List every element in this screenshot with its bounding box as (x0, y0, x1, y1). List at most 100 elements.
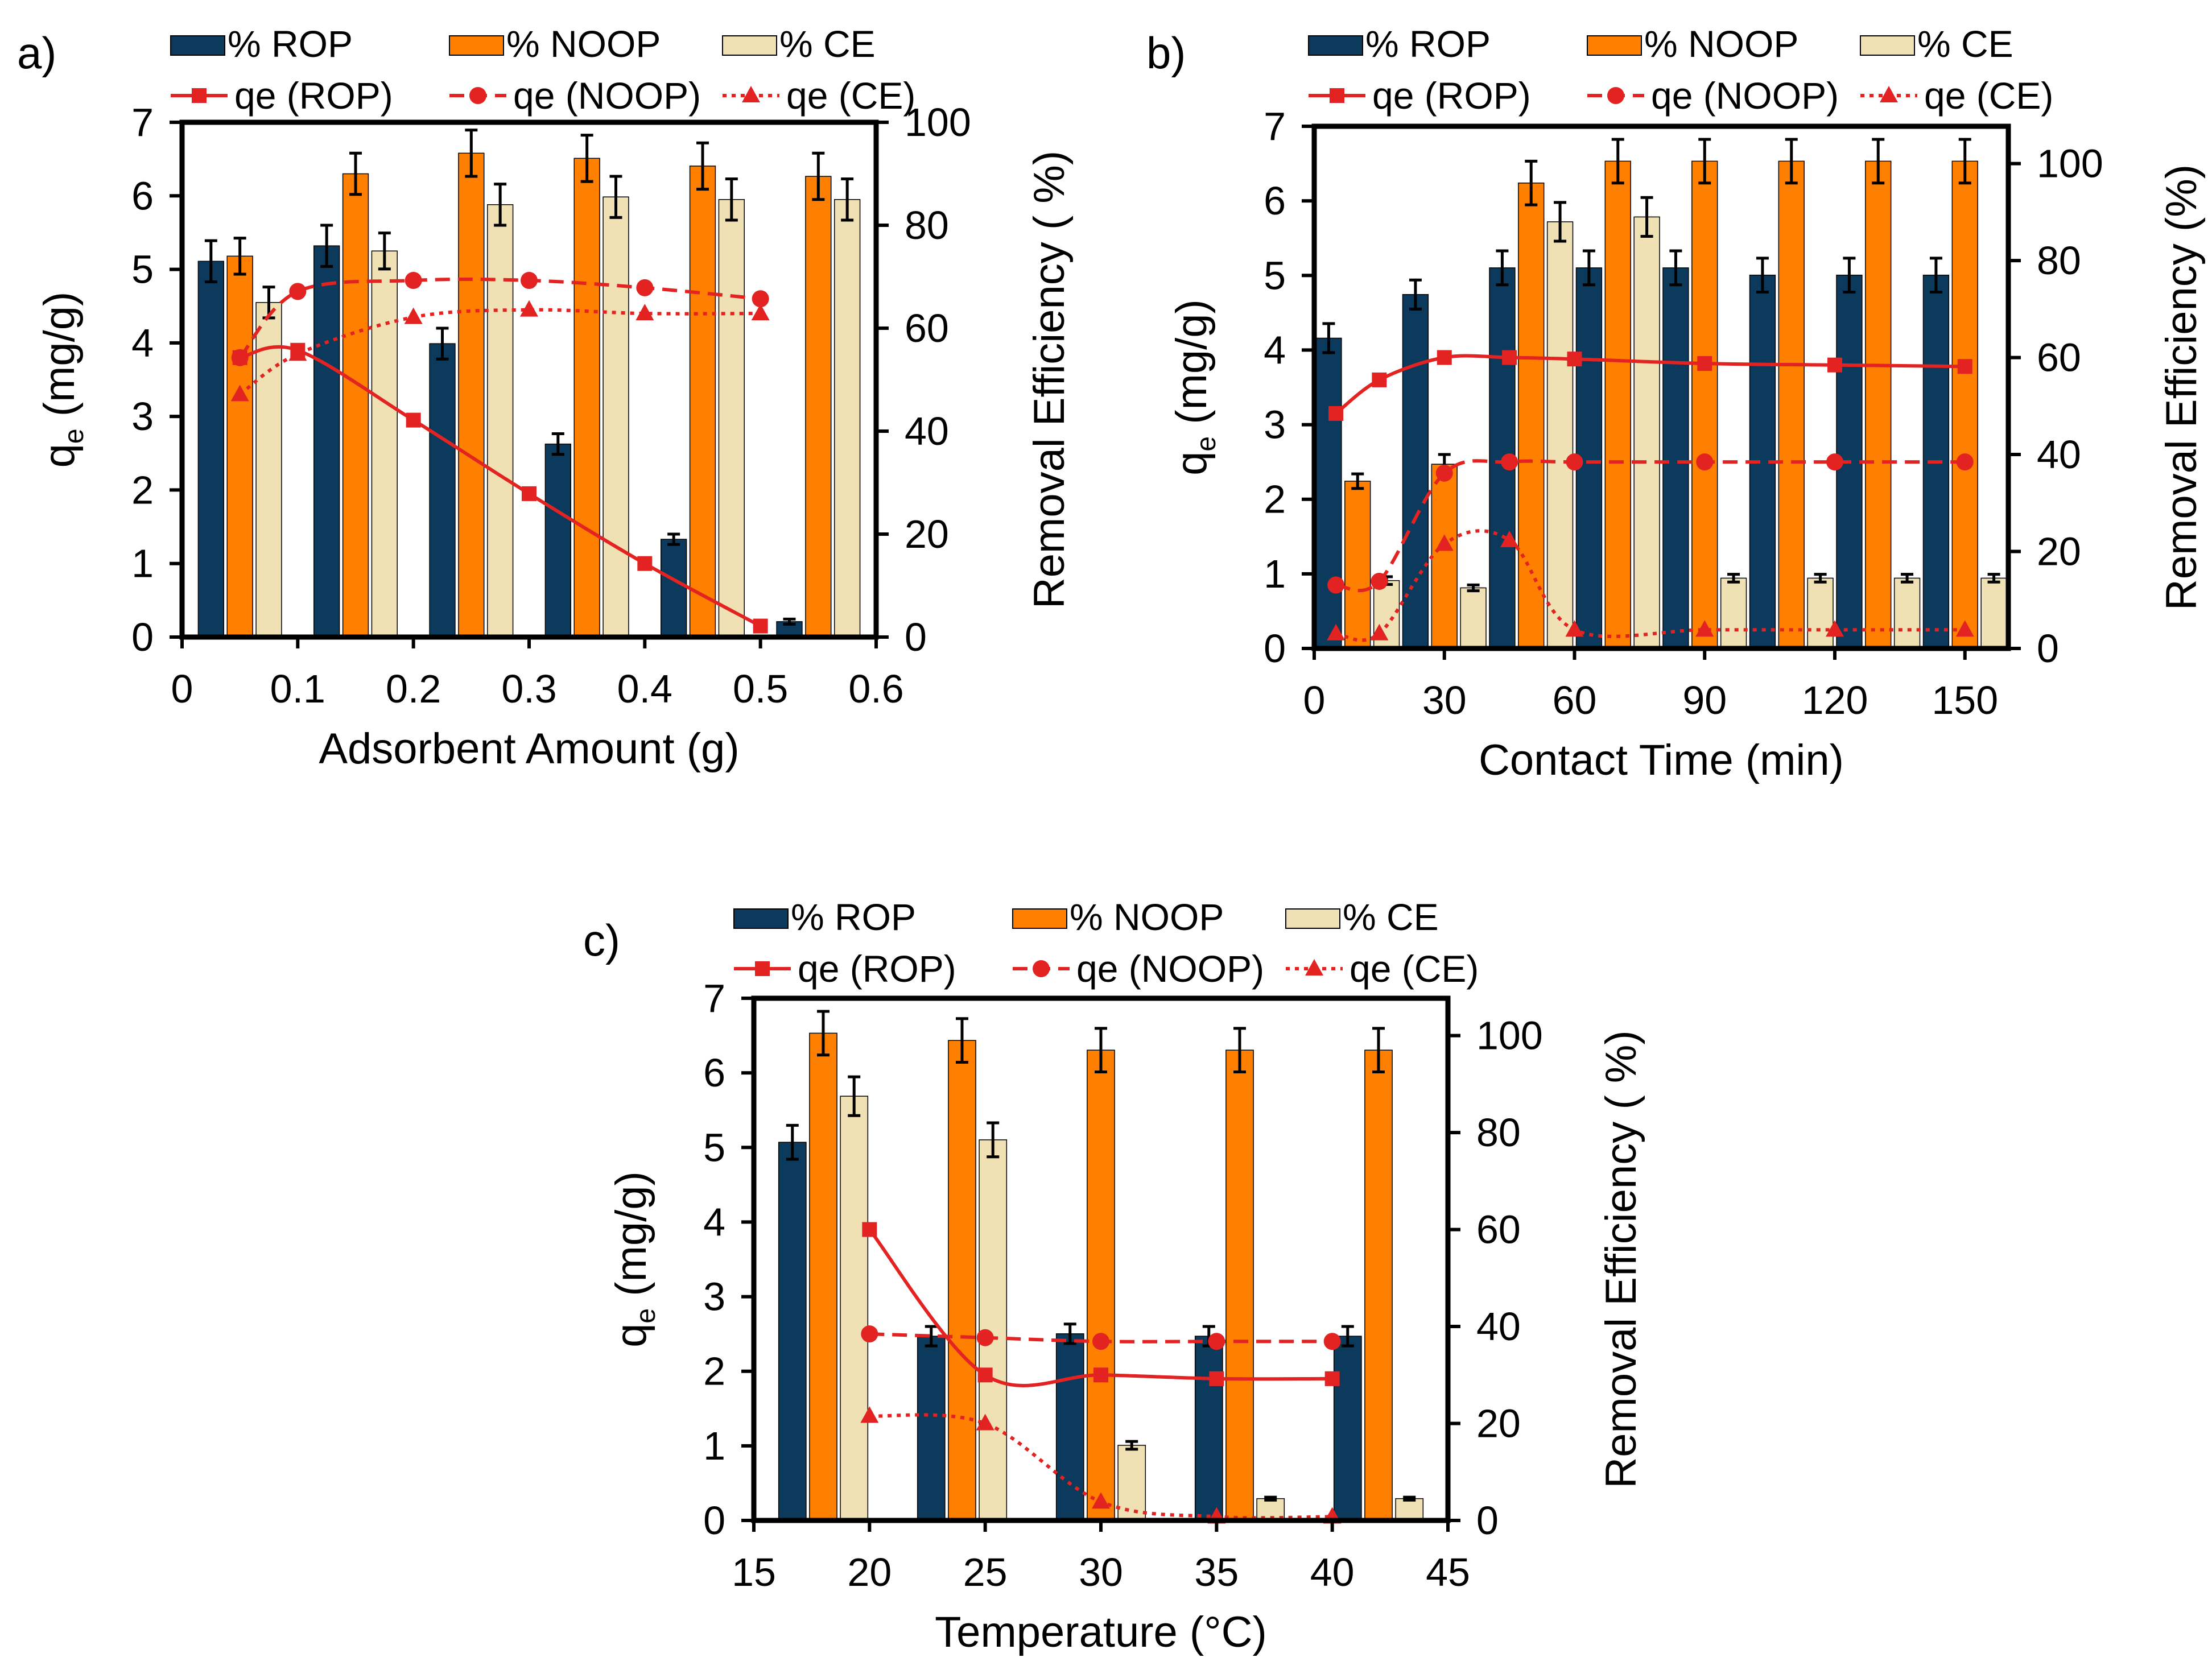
error-bar-2-2 (465, 129, 478, 178)
bar-series-2 (809, 1010, 1393, 1521)
bar-1-3 (544, 443, 572, 638)
xtick-label-1: 0.1 (270, 667, 325, 711)
legend-label-bar-2: % NOOP (1644, 23, 1798, 65)
bar-series-2 (1344, 138, 1978, 649)
legend-marker-2-point-0 (1607, 87, 1624, 104)
line-3-point-0 (860, 1406, 879, 1423)
line-2-point-5 (752, 290, 769, 308)
legend-swatch-bar-1 (1308, 35, 1363, 56)
error-bar-3-7 (1987, 573, 2000, 584)
error-bar-1-4 (1341, 1325, 1354, 1348)
xtick-label-6: 0.6 (848, 667, 903, 711)
bar-3-5 (834, 199, 861, 638)
bar-2-4 (1364, 1049, 1393, 1521)
xtick-label-4: 120 (1802, 678, 1868, 722)
line-3-point-3 (1500, 530, 1519, 547)
error-bar-2-5 (1785, 138, 1798, 185)
bar-series-1 (197, 224, 803, 638)
line-2-point-3 (521, 271, 538, 289)
y2tick-label-1: 20 (2037, 530, 2081, 574)
bar-1-0 (197, 261, 224, 638)
line-2-point-1 (289, 283, 307, 300)
error-bar-1-0 (786, 1123, 799, 1161)
xtick-label-2: 60 (1553, 678, 1597, 722)
error-bar-3-3 (1640, 196, 1653, 238)
legend-swatch-bar-1 (733, 908, 789, 929)
xtick-label-3: 0.3 (501, 667, 556, 711)
ytick-label-4: 4 (131, 321, 154, 365)
ytick-label-7: 7 (131, 100, 154, 144)
ytick-label-5: 5 (703, 1125, 725, 1169)
line-1-point-3 (1502, 350, 1517, 365)
y2tick-label-2: 40 (2037, 432, 2081, 477)
ytick-label-2: 2 (1264, 477, 1286, 522)
ytick-label-2: 2 (703, 1349, 725, 1394)
y2tick-label-3: 60 (1476, 1208, 1521, 1252)
bar-1-2 (1055, 1333, 1084, 1521)
error-bar-3-2 (494, 183, 507, 227)
bar-1-1 (917, 1336, 946, 1521)
legend-label-bar-2: % NOOP (1070, 896, 1224, 938)
xtick-label-4: 35 (1194, 1550, 1239, 1594)
xtick-label-2: 0.2 (386, 667, 441, 711)
line-2-point-3 (1208, 1333, 1225, 1350)
legend-label-line-3: qe (CE) (786, 75, 915, 117)
y2tick-label-3: 60 (2037, 336, 2081, 380)
y2tick-label-4: 80 (1476, 1110, 1521, 1155)
bar-3-4 (1395, 1498, 1424, 1521)
line-2-point-7 (1956, 453, 1974, 471)
y-axis-label: qe (mg/g) (1167, 299, 1221, 476)
error-bar-2-3 (580, 134, 593, 183)
bar-2-3 (1604, 160, 1631, 649)
ytick-label-1: 1 (1264, 552, 1286, 596)
bar-3-1 (1460, 587, 1487, 649)
bar-1-3 (1194, 1336, 1223, 1521)
xtick-label-2: 25 (963, 1550, 1008, 1594)
y2tick-label-4: 80 (905, 203, 949, 247)
y-axis-label: qe (mg/g) (35, 292, 89, 468)
bar-2-7 (1951, 160, 1978, 649)
x-axis-label: Contact Time (min) (1479, 736, 1844, 784)
error-bar-2-4 (1698, 138, 1711, 185)
legend-label-bar-3: % CE (779, 23, 876, 65)
bar-3-6 (1893, 577, 1921, 649)
line-2-point-2 (405, 271, 422, 289)
error-bar-1-3 (1582, 249, 1595, 287)
bar-3-2 (487, 204, 514, 638)
y2tick-label-1: 20 (1476, 1402, 1521, 1446)
legend-label-line-1: qe (ROP) (234, 75, 393, 117)
y2tick-label-1: 20 (905, 512, 949, 556)
error-bar-3-0 (848, 1075, 861, 1117)
bar-2-4 (689, 166, 716, 638)
y2tick-label-5: 100 (1476, 1014, 1543, 1058)
bar-2-1 (342, 173, 369, 638)
line-3-point-2 (1092, 1492, 1110, 1509)
legend-marker-3-point-0 (1880, 86, 1898, 102)
y2-axis-label: Removal Efficiency ( %) (1597, 1030, 1645, 1488)
line-1-point-3 (522, 486, 537, 501)
bar-3-7 (1980, 577, 2007, 649)
bar-2-1 (948, 1040, 976, 1521)
bar-1-2 (429, 343, 456, 638)
line-2-point-4 (1566, 453, 1583, 471)
bar-2-3 (573, 158, 600, 638)
legend-label-line-1: qe (ROP) (798, 948, 956, 990)
line-3-point-5 (1695, 620, 1714, 637)
error-bar-3-1 (987, 1121, 1000, 1159)
x-axis-label: Temperature (°C) (935, 1608, 1267, 1656)
line-3-point-2 (1435, 534, 1454, 551)
line-1-point-4 (637, 556, 653, 571)
line-3-point-6 (1826, 620, 1844, 637)
bar-2-2 (1518, 182, 1545, 649)
error-bar-3-1 (378, 232, 391, 271)
legend-swatch-bar-2 (1012, 908, 1067, 929)
line-1-point-6 (1827, 357, 1842, 373)
legend-marker-2-point-0 (469, 87, 486, 104)
legend: % ROP % NOOP % CE qe (ROP) qe (NOOP) qe (CE) (170, 23, 915, 117)
line-3-point-1 (1370, 623, 1389, 640)
bar-3-5 (1807, 577, 1834, 649)
error-bar-2-0 (233, 237, 246, 276)
line-3-point-0 (230, 385, 249, 402)
line-3-point-4 (635, 304, 654, 321)
